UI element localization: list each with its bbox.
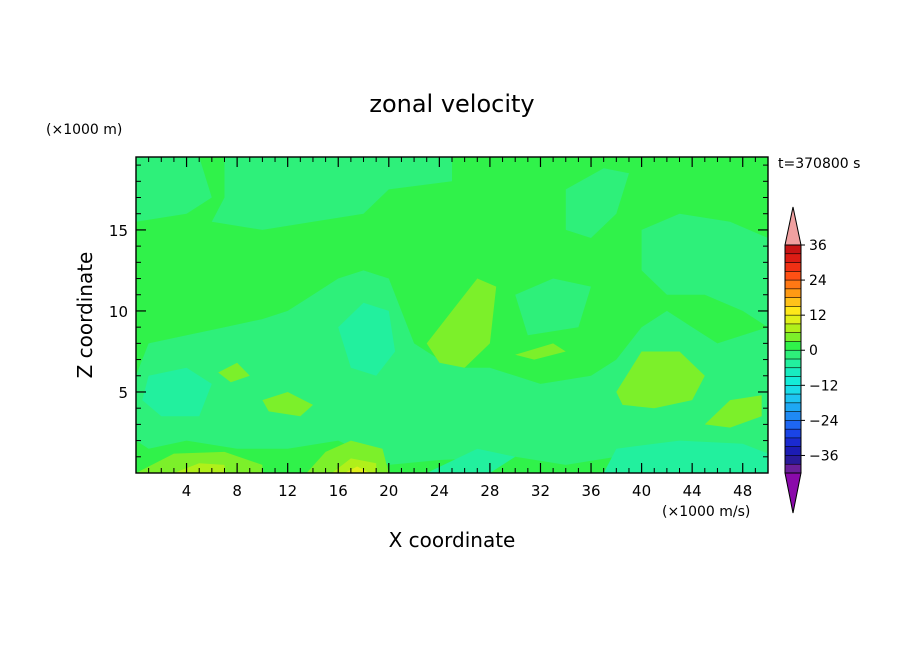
x-tick-label: 48 bbox=[733, 482, 752, 500]
colorbar: 36 24 12 0 −12 −24 −36 bbox=[784, 206, 839, 514]
colorbar-tick-label: −24 bbox=[809, 413, 839, 429]
x-tick-label: 28 bbox=[480, 482, 499, 500]
field-region-2 bbox=[136, 270, 768, 473]
x-axis-label: X coordinate bbox=[389, 528, 516, 552]
colorbar-segment bbox=[785, 315, 801, 325]
colorbar-tick-label: 12 bbox=[809, 308, 827, 324]
field-region-5 bbox=[515, 278, 591, 336]
field-region-1 bbox=[211, 157, 452, 230]
field-region-12 bbox=[704, 395, 762, 428]
colorbar-segment bbox=[785, 376, 801, 386]
field-region-9 bbox=[603, 440, 768, 473]
colorbar-segment bbox=[785, 297, 801, 307]
colorbar-segment bbox=[785, 332, 801, 342]
colorbar-segment bbox=[785, 455, 801, 465]
colorbar-segment bbox=[785, 420, 801, 430]
x-tick-label: 32 bbox=[531, 482, 550, 500]
x-tick-label: 24 bbox=[430, 482, 449, 500]
x-tick-label: 12 bbox=[278, 482, 297, 500]
field-region-4 bbox=[641, 213, 768, 328]
colorbar-segment bbox=[785, 245, 801, 255]
field-region-16 bbox=[136, 451, 263, 473]
field-region-11 bbox=[616, 351, 705, 409]
colorbar-tick-label: −36 bbox=[809, 448, 839, 464]
x-tick-label: 20 bbox=[379, 482, 398, 500]
colorbar-segment bbox=[785, 306, 801, 316]
colorbar-segment bbox=[785, 253, 801, 263]
field-region-10 bbox=[426, 278, 497, 368]
field-region-0 bbox=[136, 157, 212, 222]
colorbar-segment bbox=[785, 446, 801, 456]
colorbar-segment bbox=[785, 262, 801, 272]
colorbar-over-triangle bbox=[784, 206, 802, 246]
colorbar-tick-label: 36 bbox=[809, 238, 827, 254]
colorbar-segment bbox=[785, 429, 801, 439]
colorbar-segment bbox=[785, 385, 801, 395]
chart-title: zonal velocity bbox=[369, 90, 534, 118]
colorbar-tick-label: 24 bbox=[809, 273, 827, 289]
colorbar-segment bbox=[785, 350, 801, 360]
colorbar-under-triangle bbox=[784, 472, 802, 514]
colorbar-tick-label: −12 bbox=[809, 378, 839, 394]
x-tick-label: 8 bbox=[232, 482, 242, 500]
field-region-19 bbox=[331, 458, 377, 473]
colorbar-segment bbox=[785, 341, 801, 351]
colorbar-segment bbox=[785, 464, 801, 474]
y-axis-label: Z coordinate bbox=[73, 252, 97, 379]
colorbar-segment bbox=[785, 271, 801, 281]
colorbar-segment bbox=[785, 323, 801, 333]
colorbar-segment bbox=[785, 402, 801, 412]
y-unit-label: (×1000 m) bbox=[46, 122, 122, 138]
x-tick-label: 16 bbox=[329, 482, 348, 500]
x-tick-label: 4 bbox=[182, 482, 192, 500]
colorbar-segment bbox=[785, 367, 801, 377]
colorbar-segment bbox=[785, 394, 801, 404]
field-region-14 bbox=[218, 362, 250, 383]
field-region-13 bbox=[262, 392, 313, 417]
colorbar-segment bbox=[785, 411, 801, 421]
colorbar-segment bbox=[785, 288, 801, 298]
x-tick-label: 36 bbox=[581, 482, 600, 500]
colorbar-tick-label: 0 bbox=[809, 343, 818, 359]
field-region-8 bbox=[426, 448, 516, 473]
velocity-field bbox=[136, 157, 768, 473]
time-label: t=370800 s bbox=[778, 156, 860, 172]
field-region-7 bbox=[142, 367, 212, 417]
colorbar-segment bbox=[785, 437, 801, 447]
field-region-3 bbox=[565, 168, 629, 238]
x-unit-label: (×1000 m/s) bbox=[662, 504, 750, 520]
field-region-15 bbox=[515, 343, 566, 360]
y-tick-label: 10 bbox=[109, 303, 128, 321]
field-region-6 bbox=[338, 302, 396, 376]
x-tick-label: 40 bbox=[632, 482, 651, 500]
y-tick-label: 5 bbox=[118, 384, 128, 402]
x-tick-label: 44 bbox=[683, 482, 702, 500]
colorbar-segment bbox=[785, 280, 801, 290]
colorbar-segment bbox=[785, 359, 801, 369]
y-tick-label: 15 bbox=[109, 222, 128, 240]
